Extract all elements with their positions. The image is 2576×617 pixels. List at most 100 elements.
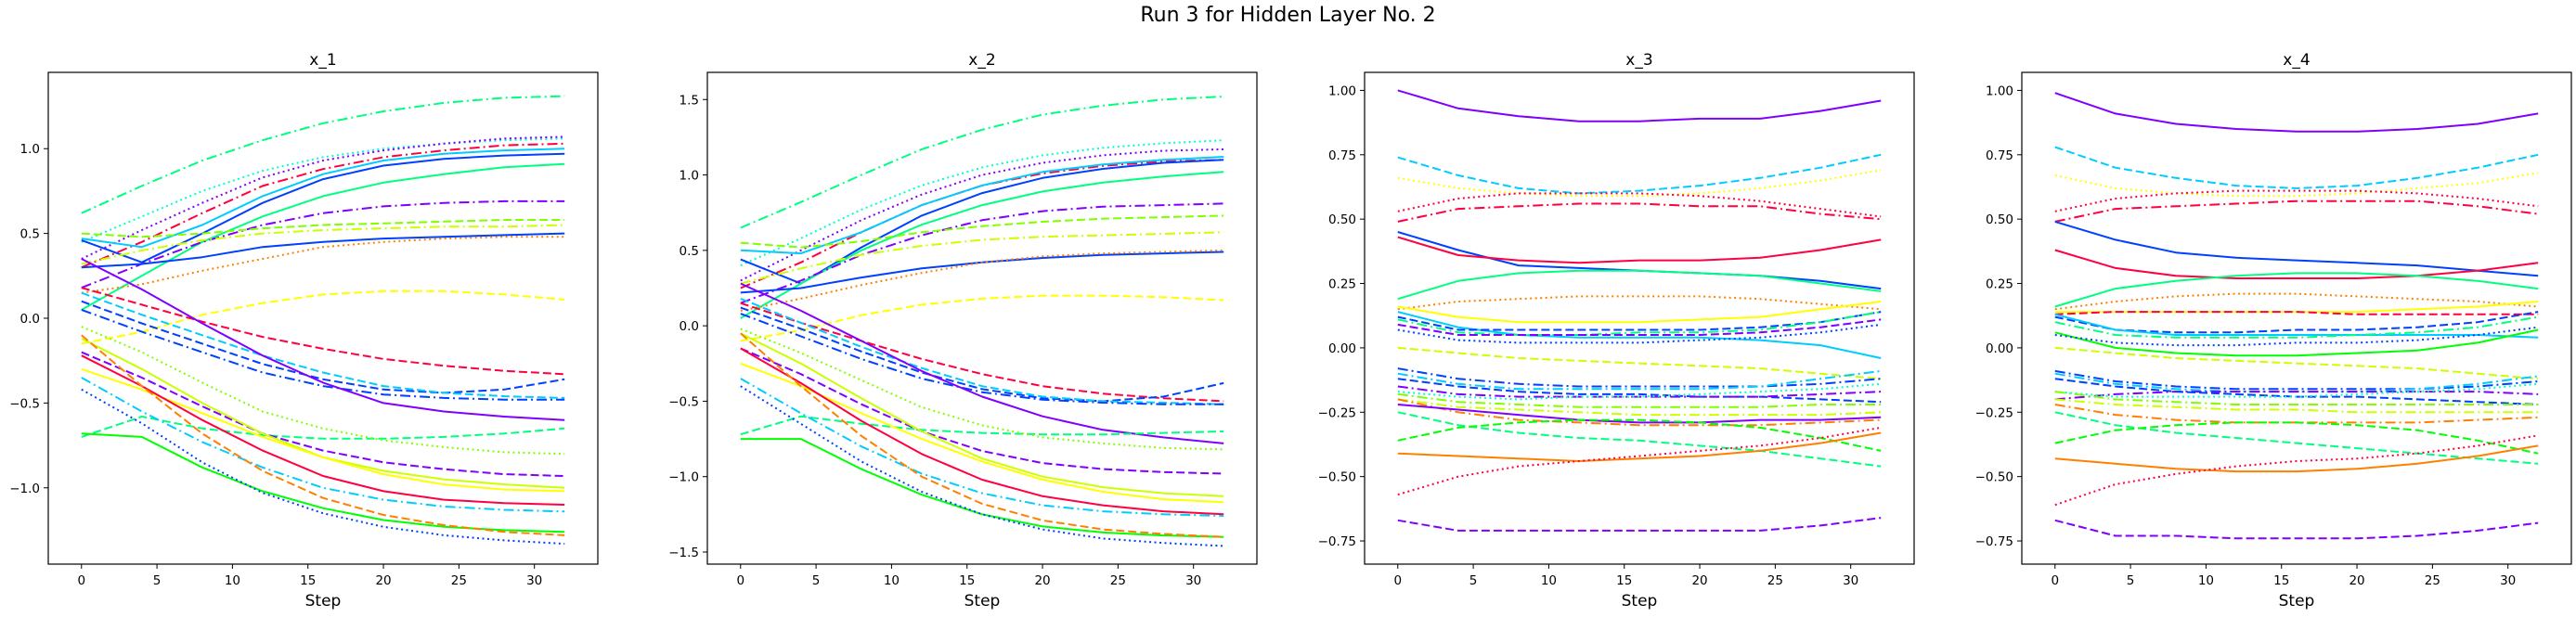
y-tick-label: 1.0	[680, 169, 699, 184]
series-line-4	[81, 142, 565, 269]
series-line-3	[2054, 172, 2539, 198]
y-tick-label: −0.5	[9, 396, 40, 411]
series-line-14	[2054, 315, 2539, 339]
series-group	[2054, 92, 2539, 540]
series-line-14	[740, 302, 1224, 403]
x-tick-label: 15	[1616, 573, 1632, 588]
series-line-20	[81, 326, 565, 456]
series-line-2	[1397, 153, 1882, 195]
series-line-28	[1397, 431, 1882, 462]
series-line-14	[1397, 318, 1882, 336]
series-line-9	[2054, 292, 2539, 311]
series-line-8	[81, 199, 565, 289]
series-line-21	[81, 351, 565, 477]
x-tick-label: 0	[2051, 573, 2059, 588]
series-line-18	[2054, 369, 2539, 391]
y-tick-label: 1.00	[1328, 84, 1356, 98]
x-tick-label: 15	[2273, 573, 2289, 588]
series-line-27	[81, 334, 565, 536]
series-line-15	[2054, 328, 2539, 357]
y-tick-label: −0.75	[1318, 534, 1356, 549]
series-line-27	[740, 332, 1224, 538]
y-tick-label: 1.00	[1986, 84, 2013, 98]
series-line-1	[740, 96, 1224, 229]
series-line-3	[1397, 169, 1882, 198]
x-tick-label: 5	[153, 573, 162, 588]
series-line-18	[81, 258, 565, 421]
series-line-22	[81, 338, 565, 489]
series-line-28	[740, 385, 1224, 547]
y-tick-label: −0.50	[1318, 470, 1356, 485]
series-line-15	[1397, 323, 1882, 344]
series-line-17	[81, 308, 565, 401]
series-line-10	[81, 224, 565, 265]
y-tick-label: −0.25	[1318, 405, 1356, 420]
series-line-29	[2054, 434, 2539, 507]
chart-panel-x_4: 0 5 10 15 20 25 30 −0.75 −0.50 −0.25 0.00 0.25 0.50 0…	[1975, 51, 2572, 611]
series-line-5	[81, 148, 565, 249]
series-line-3	[81, 135, 565, 260]
y-tick-label: 0.00	[1986, 341, 2013, 356]
series-line-26	[1397, 411, 1882, 468]
y-tick-label: 0.0	[20, 312, 40, 327]
series-line-19	[1397, 378, 1882, 404]
series-line-4	[740, 159, 1224, 289]
series-line-12	[1397, 311, 1882, 331]
y-tick-label: 0.5	[680, 244, 699, 259]
x-tick-label: 0	[1393, 573, 1402, 588]
series-line-13	[740, 294, 1224, 342]
x-tick-label: 0	[736, 573, 744, 588]
series-line-18	[1397, 369, 1882, 391]
series-line-27	[1397, 418, 1882, 452]
series-line-4	[2054, 189, 2539, 212]
series-line-11	[1397, 311, 1882, 359]
x-tick-label: 5	[2127, 573, 2135, 588]
series-line-22	[1397, 392, 1882, 408]
plot-frame	[706, 71, 1258, 565]
series-line-26	[2054, 411, 2539, 465]
series-line-25	[1397, 404, 1882, 424]
series-line-1	[1397, 89, 1882, 122]
series-line-13	[81, 289, 565, 345]
plot-frame	[1364, 71, 1915, 565]
series-line-8	[1397, 269, 1882, 301]
y-tick-label: 0.75	[1986, 148, 2013, 163]
x-tick-label: 30	[1843, 573, 1858, 588]
series-line-30	[1397, 517, 1882, 532]
series-line-7	[81, 162, 565, 311]
x-tick-label: 20	[1691, 573, 1707, 588]
series-line-23	[2054, 391, 2539, 405]
y-tick-label: 1.0	[20, 142, 40, 157]
series-line-9	[740, 214, 1224, 249]
series-line-20	[1397, 385, 1882, 398]
series-line-21	[740, 347, 1224, 475]
series-line-11	[740, 251, 1224, 294]
series-line-9	[1397, 295, 1882, 311]
series-line-11	[2054, 311, 2539, 315]
y-tick-label: 0.00	[1328, 341, 1356, 356]
series-line-25	[2054, 404, 2539, 424]
series-line-16	[81, 291, 565, 399]
series-line-30	[2054, 519, 2539, 540]
series-line-15	[81, 300, 565, 394]
y-tick-label: −1.5	[668, 546, 699, 560]
series-line-12	[740, 249, 1224, 312]
series-group	[81, 95, 565, 546]
series-line-5	[1397, 202, 1882, 223]
x-tick-label: 30	[526, 573, 542, 588]
series-line-24	[1397, 398, 1882, 427]
y-tick-label: −0.50	[1975, 470, 2013, 485]
series-line-13	[2054, 313, 2539, 339]
x-tick-label: 30	[2500, 573, 2516, 588]
y-tick-label: 0.50	[1986, 212, 2013, 227]
series-line-28	[81, 388, 565, 546]
series-group	[1397, 89, 1882, 532]
series-line-22	[740, 332, 1224, 497]
y-tick-label: 0.75	[1328, 148, 1356, 163]
series-line-17	[740, 313, 1224, 405]
series-line-7	[2054, 249, 2539, 279]
series-line-1	[81, 95, 565, 214]
series-line-10	[2054, 301, 2539, 314]
series-line-14	[81, 287, 565, 376]
